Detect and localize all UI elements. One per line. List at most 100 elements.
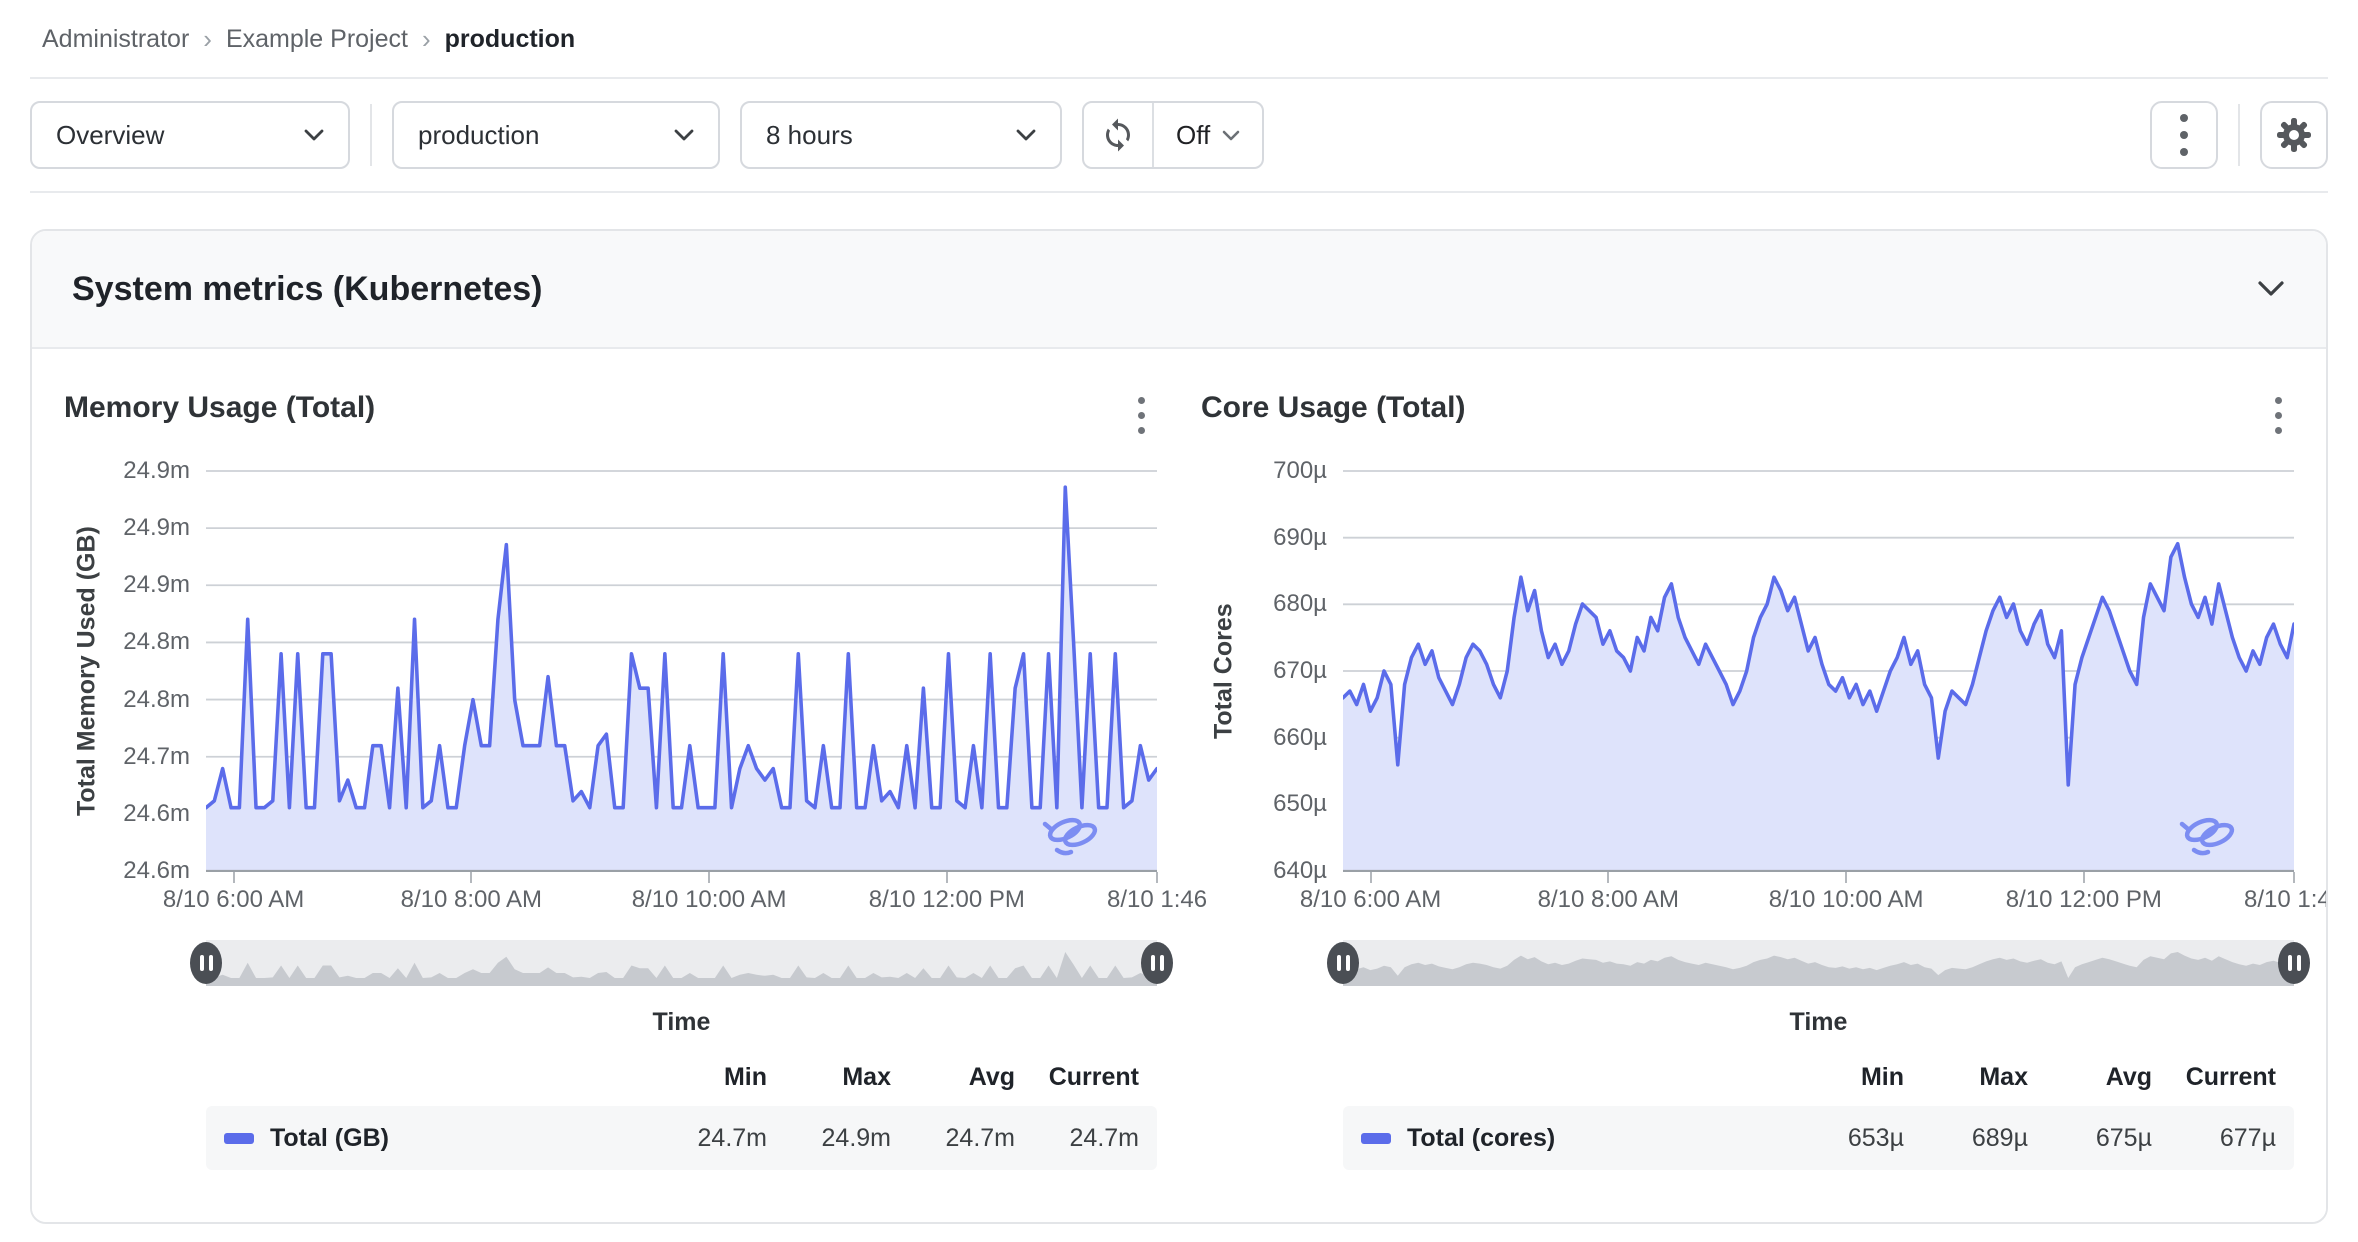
stats-header-avg: Avg: [2105, 1063, 2152, 1091]
y-tick-label: 690µ: [1273, 523, 1327, 551]
collapse-section-button[interactable]: [2256, 280, 2286, 298]
refresh-button[interactable]: [1084, 103, 1154, 167]
scrubber-handle-left[interactable]: [190, 942, 222, 984]
x-tick-label: 8/10 6:00 AM: [1299, 886, 1442, 913]
stats-table: Min Max Avg Current Total (cores) 653µ 6…: [1343, 1063, 2294, 1170]
time-range-scrubber[interactable]: [1327, 940, 2310, 986]
y-tick-label: 660µ: [1273, 723, 1327, 751]
view-dropdown[interactable]: Overview: [30, 101, 350, 169]
more-options-button[interactable]: [2150, 101, 2218, 169]
y-tick-label: 24.7m: [123, 742, 190, 770]
x-tick-label: 8/10 1:46: [2244, 886, 2326, 913]
stats-header-current: Current: [2185, 1063, 2276, 1091]
system-metrics-card: System metrics (Kubernetes) Memory Usage…: [30, 229, 2328, 1224]
stat-max-value: 24.9m: [821, 1123, 891, 1152]
divider: [30, 77, 2328, 79]
area-chart[interactable]: [1343, 470, 2294, 872]
y-tick-label: 670µ: [1273, 657, 1327, 684]
x-tick-label: 8/10 1:46: [1107, 886, 1207, 913]
chevron-down-icon: [304, 129, 324, 141]
y-tick-label: 24.9m: [123, 571, 190, 599]
series-name: Total (GB): [270, 1123, 389, 1152]
scrubber-minichart[interactable]: [206, 940, 1157, 986]
time-range-dropdown[interactable]: 8 hours: [740, 101, 1062, 169]
breadcrumb-item-current: production: [444, 25, 576, 53]
memory-usage-panel: Memory Usage (Total) Total Memory Used (…: [64, 391, 1207, 1170]
stats-header-min: Min: [723, 1063, 767, 1091]
y-tick-label: 24.8m: [123, 628, 190, 656]
x-tick-label: 8/10 8:00 AM: [1537, 886, 1680, 913]
series-color-swatch: [224, 1132, 254, 1144]
scrubber-minichart[interactable]: [1343, 940, 2294, 986]
legend-row: Total (GB) 24.7m 24.9m 24.7m 24.7m: [206, 1106, 1157, 1170]
chevron-down-icon: [1222, 130, 1240, 140]
x-axis-title: Time: [652, 1008, 711, 1036]
section-title: System metrics (Kubernetes): [72, 269, 543, 308]
breadcrumb-item-project[interactable]: Example Project: [225, 25, 408, 53]
stat-avg-value: 675µ: [2095, 1123, 2152, 1152]
stats-header-max: Max: [1979, 1063, 2028, 1091]
legend-row: Total (cores) 653µ 689µ 675µ 677µ: [1343, 1106, 2294, 1170]
x-tick-label: 8/10 12:00 PM: [2005, 886, 2162, 913]
y-tick-label: 24.6m: [123, 799, 190, 827]
divider: [30, 191, 2328, 193]
y-tick-label: 24.9m: [123, 514, 190, 542]
x-tick-label: 8/10 12:00 PM: [868, 886, 1025, 913]
plot-area[interactable]: 8/10 6:00 AM 8/10 8:00 AM 8/10 10:00 AM 8/1…: [1300, 470, 2326, 922]
chevron-down-icon: [674, 129, 694, 141]
stat-avg-value: 24.7m: [945, 1123, 1015, 1152]
stats-header-max: Max: [842, 1063, 891, 1091]
breadcrumb-item-administrator[interactable]: Administrator: [42, 25, 190, 53]
core-usage-panel: Core Usage (Total) Total Cores 700µ 690µ 6…: [1201, 391, 2326, 1170]
scrubber-handle-left[interactable]: [1327, 942, 1359, 984]
x-axis-tick-labels: 8/10 6:00 AM 8/10 8:00 AM 8/10 10:00 AM 8/1…: [163, 886, 1207, 922]
time-range-scrubber[interactable]: [190, 940, 1173, 986]
y-tick-label: 640µ: [1273, 857, 1327, 884]
stat-current-value: 677µ: [2219, 1123, 2276, 1152]
y-axis-title: Total Memory Used (GB): [72, 526, 101, 816]
dashboard-toolbar: Overview production 8 hours Off: [0, 79, 2358, 191]
scrubber-handle-right[interactable]: [1141, 942, 1173, 984]
y-axis-title: Total Cores: [1209, 603, 1238, 739]
chevron-down-icon: [2258, 281, 2284, 296]
breadcrumb: Administrator › Example Project › produc…: [0, 0, 2358, 77]
stat-min-value: 653µ: [1847, 1123, 1904, 1152]
chart-title: Memory Usage (Total): [64, 391, 376, 424]
environment-dropdown-value: production: [418, 119, 540, 150]
chart-menu-kebab-icon[interactable]: [2269, 391, 2288, 440]
divider: [2238, 104, 2240, 166]
view-dropdown-value: Overview: [56, 119, 165, 150]
y-axis-tick-labels: 24.9m 24.9m 24.9m 24.8m 24.8m 24.7m 24.6m 24.6m: [110, 457, 206, 884]
auto-refresh-interval-dropdown[interactable]: Off: [1154, 103, 1262, 167]
y-axis-tick-labels: 700µ 690µ 680µ 670µ 660µ 650µ 640µ: [1247, 457, 1343, 884]
stat-min-value: 24.7m: [697, 1123, 767, 1152]
time-range-dropdown-value: 8 hours: [766, 119, 853, 150]
stat-max-value: 689µ: [1971, 1123, 2028, 1152]
stat-current-value: 24.7m: [1069, 1123, 1139, 1152]
kebab-menu-icon: [2180, 114, 2188, 156]
area-chart[interactable]: [206, 470, 1157, 872]
environment-dropdown[interactable]: production: [392, 101, 720, 169]
y-tick-label: 650µ: [1273, 790, 1327, 818]
chart-title: Core Usage (Total): [1201, 391, 1466, 424]
breadcrumb-separator-icon: ›: [203, 24, 212, 54]
watermark-rocket-doodle: [2179, 817, 2235, 856]
scrubber-handle-right[interactable]: [2278, 942, 2310, 984]
series-color-swatch: [1361, 1132, 1391, 1144]
x-axis-ticks: [1343, 872, 2295, 884]
stats-header-min: Min: [1860, 1063, 1904, 1091]
stats-table: Min Max Avg Current Total (GB) 24.7m 24.…: [206, 1063, 1157, 1170]
divider: [370, 104, 372, 166]
chart-menu-kebab-icon[interactable]: [1132, 391, 1151, 440]
auto-refresh-control: Off: [1082, 101, 1265, 169]
section-header[interactable]: System metrics (Kubernetes): [32, 231, 2326, 349]
x-tick-label: 8/10 8:00 AM: [400, 886, 543, 913]
settings-button[interactable]: [2260, 101, 2328, 169]
plot-area[interactable]: 8/10 6:00 AM 8/10 8:00 AM 8/10 10:00 AM 8/1…: [163, 470, 1207, 922]
x-axis-tick-labels: 8/10 6:00 AM 8/10 8:00 AM 8/10 10:00 AM 8/1…: [1300, 886, 2326, 922]
gear-icon: [2277, 118, 2311, 152]
watermark-rocket-doodle: [1042, 817, 1098, 856]
stats-header-avg: Avg: [968, 1063, 1015, 1091]
series-name: Total (cores): [1407, 1123, 1556, 1152]
auto-refresh-value: Off: [1176, 119, 1211, 150]
